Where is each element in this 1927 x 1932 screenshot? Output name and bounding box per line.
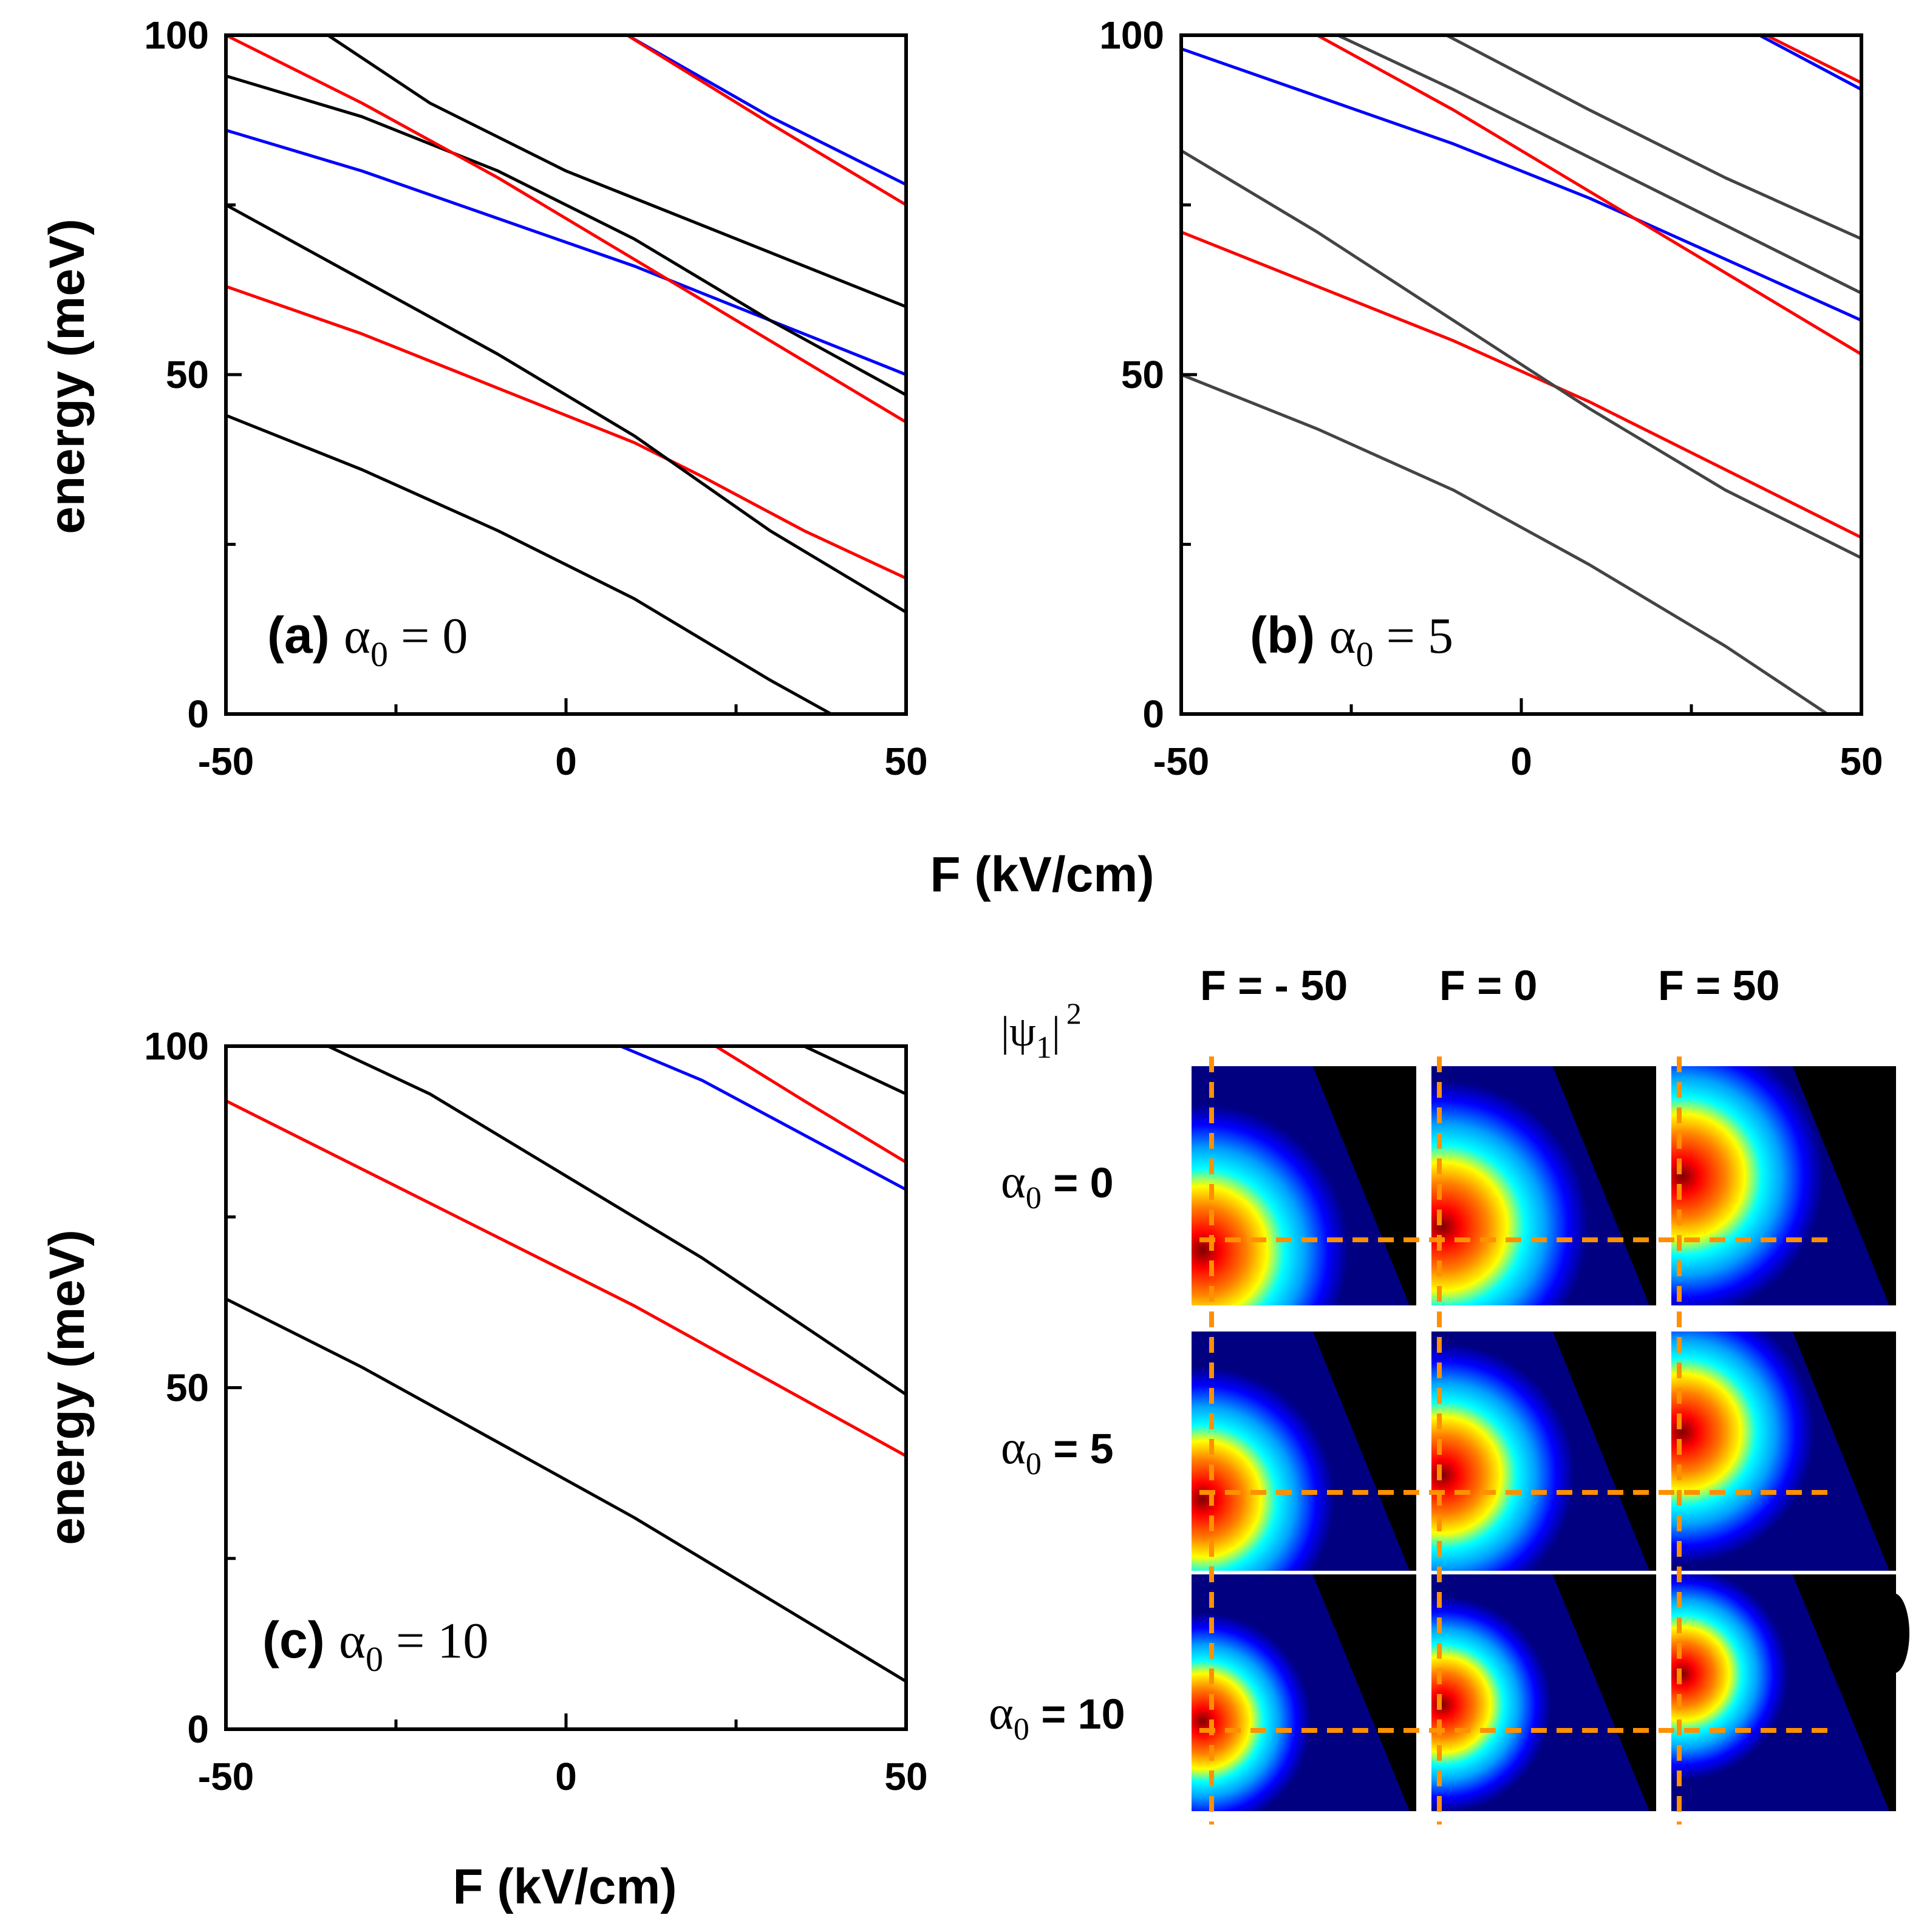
panel-a-series-blue-1 [226, 129, 906, 376]
panel-b-series-blue-1 [1181, 47, 1861, 322]
panel-b-series-gray-4 [1445, 35, 1861, 240]
psi-density-r0-c2 [1671, 1066, 1889, 1305]
panel-a-ytick-label: 0 [187, 692, 209, 736]
panel-c-xtick-label: -50 [198, 1755, 254, 1798]
psi-cell-r2-c1 [1431, 1574, 1656, 1811]
panel-b-ytick-label: 0 [1142, 692, 1164, 736]
panel-b-annotation: (b) α0 = 5 [1250, 607, 1453, 674]
panel-c-ylabel: energy (meV) [39, 1230, 95, 1545]
grid-col-head-2: F = 50 [1658, 962, 1779, 1009]
grid-row-head-1: α0 = 5 [1001, 1421, 1114, 1481]
panel-c-xtick-label: 0 [555, 1755, 577, 1798]
panel-b-xtick-label: 50 [1840, 740, 1883, 783]
psi-density-r2-c1 [1431, 1574, 1649, 1811]
panel-b-series-gray-3 [1337, 35, 1861, 295]
psi-cell-r1-c2 [1671, 1332, 1896, 1571]
panel-c-xtick-label: 50 [884, 1755, 927, 1798]
panel-b-series-red-2 [1316, 35, 1861, 356]
grid-title: |ψ1| 2 [1001, 996, 1082, 1065]
grid-col-head-1: F = 0 [1439, 962, 1537, 1009]
psi-density-r0-c0 [1192, 1066, 1410, 1305]
panel-b-ytick-label: 100 [1099, 13, 1164, 57]
panel-c-series-red-2 [715, 1046, 906, 1164]
panel-a-series-red-2 [226, 35, 906, 424]
psi-density-r1-c2 [1671, 1332, 1889, 1571]
panel-c-series-black-3 [803, 1046, 906, 1096]
panel-c-series-red-1 [226, 1099, 906, 1458]
panel-c-ytick-label: 0 [187, 1707, 209, 1751]
wavefunction-cells [1192, 1066, 1896, 1811]
psi-cell-r2-c0 [1192, 1574, 1416, 1811]
panel-b-series-gray-2 [1181, 149, 1861, 560]
panel-a-xtick-label: -50 [198, 740, 254, 783]
wavefunction-guides [1199, 1056, 1828, 1825]
psi-cell-r1-c1 [1431, 1332, 1656, 1571]
panel-a-series-black-1 [226, 413, 833, 714]
psi-density-r1-c1 [1431, 1332, 1649, 1571]
panel-a-series-black-2 [226, 203, 906, 614]
panel-b-series-blue-2 [1758, 35, 1861, 91]
psi-density-r2-c2 [1671, 1574, 1889, 1811]
panel-a-series-group [226, 35, 906, 714]
panel-a-series-black-4 [327, 35, 906, 308]
psi-density-r2-c0 [1192, 1574, 1410, 1811]
top-row-xlabel: F (kV/cm) [930, 847, 1154, 902]
panel-a-series-red-1 [226, 285, 906, 580]
wavefunction-grid: |ψ1| 2 F = - 50 F = 0 F = 50 α0 = 0 α0 = … [989, 962, 1909, 1825]
panel-a-ylabel: energy (meV) [39, 219, 95, 534]
psi-cell-r0-c2 [1671, 1066, 1896, 1305]
panel-b-series-red-3 [1765, 35, 1861, 84]
panel-a-series-black-3 [226, 74, 906, 396]
panel-c-series-black-2 [327, 1046, 906, 1396]
psi-cell-r2-c2 [1671, 1574, 1896, 1811]
panel-b-ytick-label: 50 [1121, 353, 1164, 396]
grid-row-head-0: α0 = 0 [1001, 1155, 1114, 1216]
panel-c-series-group [226, 1046, 906, 1683]
panel-b-xtick-label: -50 [1153, 740, 1210, 783]
grid-row-head-2: α0 = 10 [989, 1686, 1125, 1747]
panel-a-annotation: (a) α0 = 0 [267, 607, 468, 674]
panel-b-series-red-1 [1181, 230, 1861, 539]
panel-a-ytick-label: 50 [166, 353, 209, 396]
panel-b-series-gray-1 [1181, 373, 1829, 714]
panel-b-xtick-label: 0 [1510, 740, 1532, 783]
panel-c-series-black-1 [226, 1298, 906, 1683]
panel-c-xlabel: F (kV/cm) [452, 1859, 677, 1914]
edge-blob [1878, 1593, 1909, 1673]
panel-a-xtick-label: 0 [555, 740, 577, 783]
panel-c-ytick-label: 50 [166, 1366, 209, 1410]
psi-cell-r1-c0 [1192, 1332, 1416, 1571]
grid-col-head-0: F = - 50 [1200, 962, 1348, 1009]
panel-b-series-group [1181, 35, 1861, 714]
panel-c-series-blue-1 [619, 1046, 906, 1191]
panel-c-annotation: (c) α0 = 10 [262, 1611, 488, 1679]
psi-density-r1-c0 [1192, 1332, 1410, 1571]
panel-a-series-blue-2 [626, 35, 906, 186]
psi-density-r0-c1 [1431, 1066, 1649, 1305]
panel-a-xtick-label: 50 [884, 740, 927, 783]
panel-a-ytick-label: 100 [144, 13, 209, 57]
psi-cell-r0-c1 [1431, 1066, 1656, 1305]
psi-cell-r0-c0 [1192, 1066, 1416, 1305]
panel-a-series-red-3 [626, 35, 906, 206]
panel-c-ytick-label: 100 [144, 1024, 209, 1068]
